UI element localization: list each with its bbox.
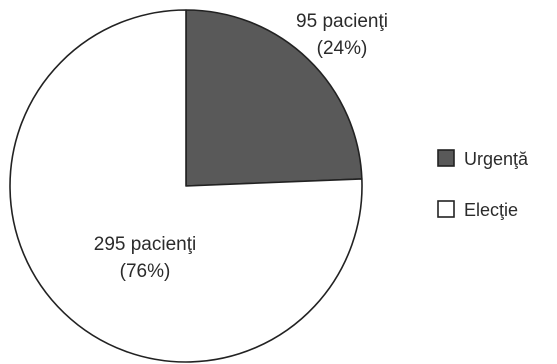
slice-label-count-1: 295 pacienţi bbox=[94, 234, 196, 255]
slice-label-count-0: 95 pacienţi bbox=[296, 11, 388, 32]
legend-label-0: Urgenţă bbox=[464, 149, 529, 169]
legend-swatch-0 bbox=[437, 149, 455, 167]
legend-label-1: Elecţie bbox=[464, 200, 518, 220]
slice-label-percent-1: (76%) bbox=[120, 261, 171, 282]
slice-label-percent-0: (24%) bbox=[317, 38, 368, 59]
legend-swatch-1 bbox=[437, 200, 455, 218]
pie-slice-electie bbox=[9, 9, 363, 363]
pie-slice-urgenta bbox=[185, 9, 363, 187]
